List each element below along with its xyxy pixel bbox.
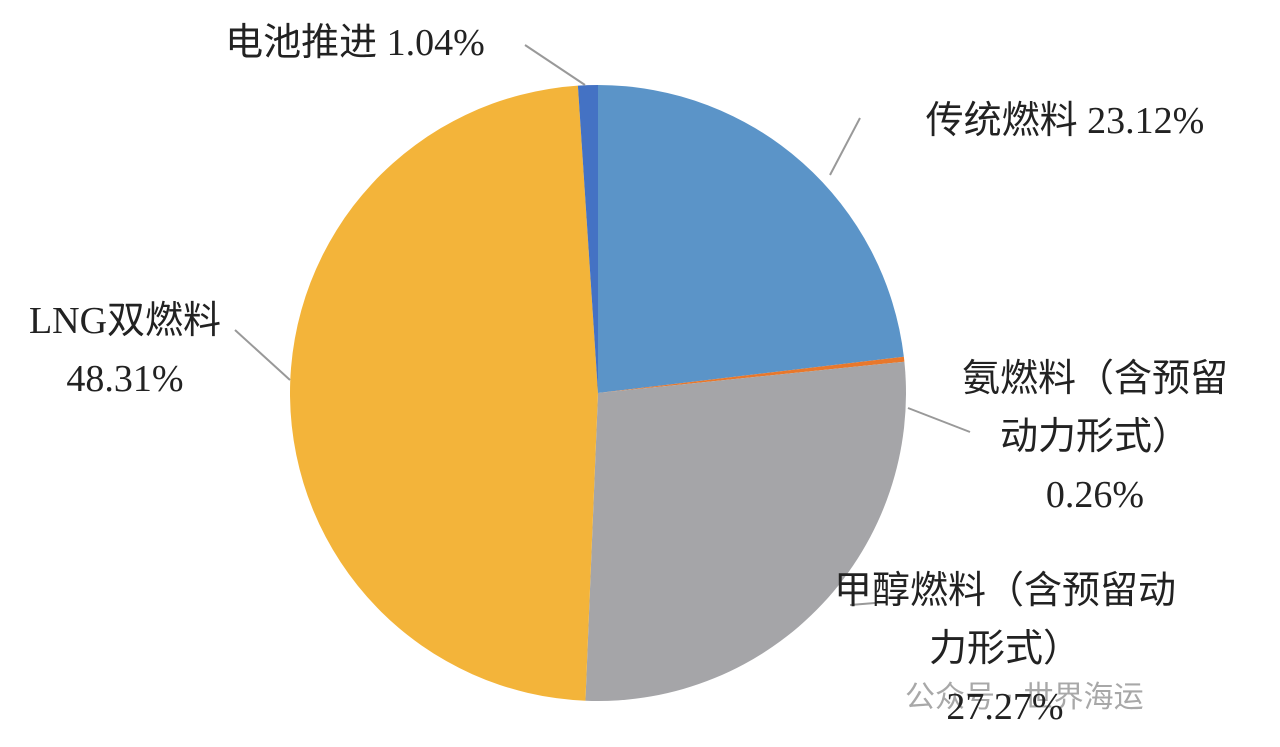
slice-label: 甲醇燃料（含预留动力形式） 27.27% <box>830 562 1180 736</box>
slice-label: 传统燃料 23.12% <box>885 92 1245 150</box>
category-name: 传统燃料 <box>925 100 1078 142</box>
value-label: 27.27% <box>946 686 1064 728</box>
value-label: 1.04% <box>386 22 485 64</box>
category-name: 甲醇燃料（含预留动力形式） <box>833 570 1176 670</box>
pie-slice <box>598 356 905 393</box>
pie-slice <box>577 85 598 393</box>
slice-label: 电池推进 1.04% <box>190 14 520 72</box>
value-label: 0.26% <box>1045 474 1145 516</box>
watermark: 公众号 · 世界海运 <box>905 680 1144 715</box>
category-name: 氨燃料（含预留动力形式） <box>961 358 1228 458</box>
slice-label: 氨燃料（含预留动力形式） 0.26% <box>945 350 1245 524</box>
pie-slice <box>585 361 906 701</box>
leader-line <box>849 602 876 606</box>
pie-slice <box>290 85 598 701</box>
pie-slice <box>598 85 904 393</box>
leader-line <box>829 117 861 176</box>
slice-label: LNG双燃料 48.31% <box>5 292 245 408</box>
leader-line <box>524 44 586 86</box>
leader-line <box>907 407 971 433</box>
leader-line <box>234 329 291 381</box>
value-label: 23.12% <box>1087 100 1205 142</box>
category-name: 电池推进 <box>225 22 378 64</box>
value-label: 48.31% <box>66 358 184 400</box>
category-name: LNG双燃料 <box>28 300 222 342</box>
